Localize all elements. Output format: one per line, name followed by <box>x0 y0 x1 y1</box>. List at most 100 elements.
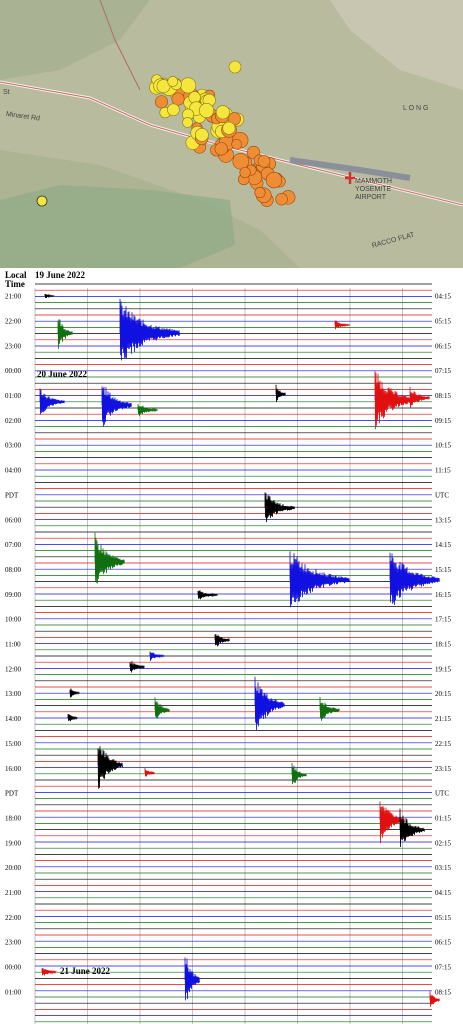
time-label: 06:15 <box>435 342 451 350</box>
seismic-event <box>275 384 286 403</box>
seismic-event <box>119 298 180 361</box>
seismic-event <box>154 697 170 719</box>
time-label: 04:00 <box>5 467 21 475</box>
seismic-event <box>39 388 65 415</box>
time-label: 16:00 <box>5 765 21 773</box>
seismic-event <box>214 634 230 647</box>
time-label: 00:00 <box>5 367 21 375</box>
seismic-event <box>389 552 440 606</box>
time-label: 21:00 <box>5 293 21 301</box>
map-label: YOSEMITE <box>355 186 392 193</box>
time-label: 22:15 <box>435 740 451 748</box>
time-label: 05:15 <box>435 914 451 922</box>
axis-label: Local <box>5 270 27 280</box>
time-label: 10:15 <box>435 442 451 450</box>
earthquake <box>254 187 266 199</box>
time-label: 01:00 <box>5 392 21 400</box>
time-label: PDT <box>5 790 19 798</box>
earthquake <box>167 76 179 87</box>
earthquake <box>154 95 169 109</box>
time-label: 07:00 <box>5 541 21 549</box>
time-label: 03:00 <box>5 442 21 450</box>
time-label: 08:15 <box>435 392 451 400</box>
terrain <box>0 150 300 268</box>
seismic-event <box>264 492 295 523</box>
seismic-event <box>197 590 218 600</box>
seismic-event <box>69 688 80 698</box>
terrain <box>330 0 463 90</box>
time-label: 15:15 <box>435 566 451 574</box>
time-label: 08:15 <box>435 988 451 996</box>
seismic-event <box>334 320 350 330</box>
seismic-event <box>44 293 55 299</box>
time-label: 21:00 <box>5 889 21 897</box>
date-label: 21 June 2022 <box>60 966 111 976</box>
time-label: 04:15 <box>435 889 451 897</box>
earthquake <box>182 117 193 128</box>
time-label: 10:00 <box>5 616 21 624</box>
date-label: 19 June 2022 <box>35 270 86 280</box>
time-label: PDT <box>5 491 19 499</box>
road <box>0 81 463 206</box>
time-label: 18:15 <box>435 641 451 649</box>
map-label: MAMMOTH <box>355 178 392 185</box>
seismic-event <box>429 991 440 1007</box>
seismic-event <box>409 386 430 409</box>
time-label: 02:15 <box>435 839 451 847</box>
time-label: 08:00 <box>5 566 21 574</box>
time-label: 00:00 <box>5 964 21 972</box>
time-label: 18:00 <box>5 814 21 822</box>
time-label: 19:15 <box>435 665 451 673</box>
time-label: 05:15 <box>435 317 451 325</box>
airport-icon <box>345 172 355 184</box>
earthquake <box>275 192 288 206</box>
time-label: 15:00 <box>5 740 21 748</box>
seismic-event <box>57 319 73 349</box>
earthquake <box>214 142 228 156</box>
earthquake <box>188 91 201 104</box>
seismic-event <box>319 696 340 721</box>
time-label: 12:00 <box>5 665 21 673</box>
earthquake <box>265 171 283 189</box>
map: St Minaret Rd L O N G MAMMOTH YOSEMITE A… <box>0 0 463 268</box>
seismic-event <box>137 403 158 417</box>
earthquake <box>232 152 250 170</box>
helicorder: Local Time 19 June 2022 21:00 22:00 23:00 0… <box>5 270 451 1024</box>
time-label: 20:00 <box>5 864 21 872</box>
seismic-event <box>97 746 123 789</box>
earthquake <box>222 121 236 135</box>
earthquake <box>215 105 230 120</box>
time-label: 09:15 <box>435 417 451 425</box>
time-label: 06:15 <box>435 939 451 947</box>
earthquake <box>257 154 271 168</box>
axis-label: Time <box>5 279 25 289</box>
date-label: 20 June 2022 <box>37 369 88 379</box>
runway <box>289 157 411 181</box>
time-label: UTC <box>435 491 449 499</box>
time-label: 11:15 <box>435 467 451 475</box>
time-label: 07:15 <box>435 367 451 375</box>
time-label: 19:00 <box>5 839 21 847</box>
time-label: 17:15 <box>435 616 451 624</box>
map-label: L O N G <box>403 105 428 112</box>
earthquake <box>180 77 197 94</box>
earthquake <box>156 79 171 94</box>
seismic-event <box>129 661 145 673</box>
time-label: UTC <box>435 790 449 798</box>
earthquake <box>199 103 214 119</box>
time-label: 14:15 <box>435 541 451 549</box>
time-label: 13:00 <box>5 690 21 698</box>
map-label: Minaret Rd <box>5 111 40 123</box>
seismic-event <box>374 370 415 430</box>
time-label: 01:15 <box>435 814 451 822</box>
time-label: 23:00 <box>5 939 21 947</box>
time-label: 20:15 <box>435 690 451 698</box>
earthquakes <box>36 60 296 207</box>
terrain <box>0 0 150 80</box>
seismic-event <box>149 651 165 662</box>
time-label: 21:15 <box>435 715 451 723</box>
time-label: 11:00 <box>5 641 21 649</box>
seismic-event <box>254 676 285 731</box>
time-label: 03:15 <box>435 864 451 872</box>
time-label: 22:00 <box>5 317 21 325</box>
